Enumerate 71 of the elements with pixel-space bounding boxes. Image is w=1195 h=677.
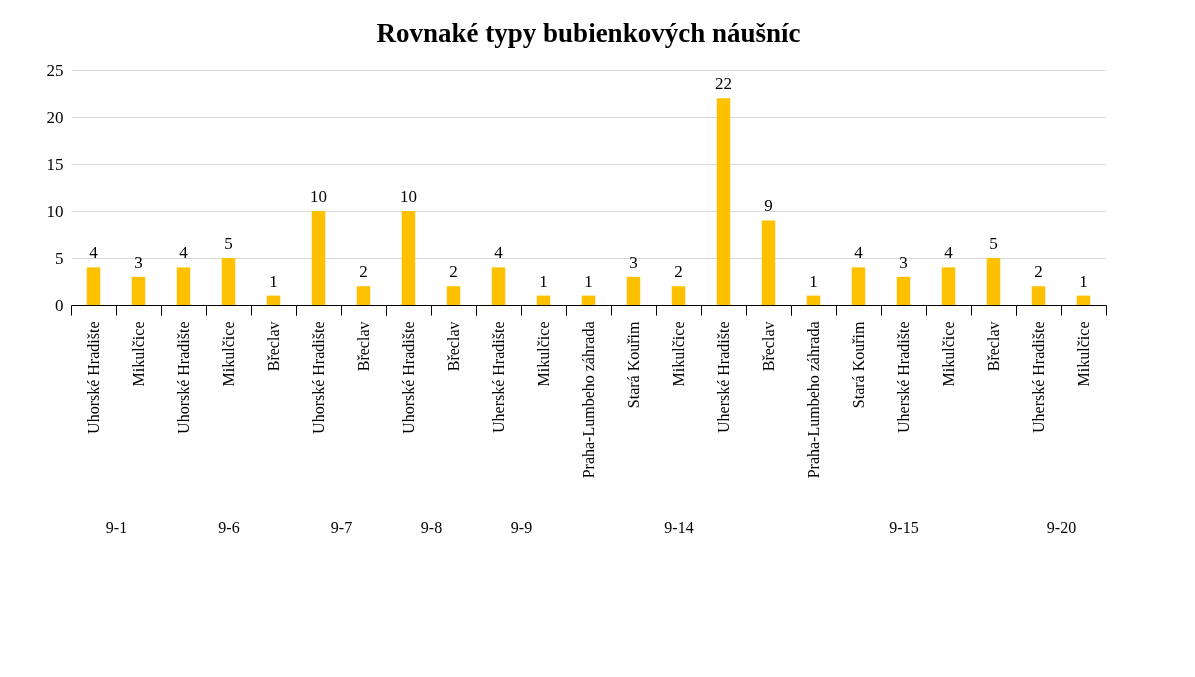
data-label: 22	[715, 74, 732, 94]
x-tick-label: Praha-Lumbeho záhrada	[580, 321, 597, 479]
y-tick-label: 25	[46, 60, 64, 80]
bar	[986, 258, 1001, 305]
x-tick-label: Mikulčice	[130, 321, 147, 387]
bar	[671, 286, 686, 305]
data-label: 1	[1079, 271, 1088, 291]
x-tick-label: Mikulčice	[220, 321, 237, 387]
x-tick-label: Břeclav	[445, 321, 462, 372]
x-axis-title: 9-8	[420, 518, 443, 536]
x-axis-title: 9-14	[664, 518, 694, 536]
data-label: 1	[539, 271, 548, 291]
data-label: 2	[1034, 262, 1043, 282]
x-tick-label: Uhorské Hradište	[85, 321, 102, 434]
x-tick-label: Uhorské Hradište	[175, 321, 192, 434]
x-tick-label: Mikulčice	[535, 321, 552, 387]
bar	[581, 295, 596, 305]
data-label: 9	[764, 196, 773, 216]
y-tick-label: 15	[46, 154, 64, 174]
x-tick-label: Břeclav	[265, 321, 282, 372]
bar	[941, 267, 956, 305]
data-label: 2	[674, 262, 683, 282]
x-tick-label: Mikulčice	[670, 321, 687, 387]
data-label: 10	[400, 187, 417, 206]
x-tick-label: Uherské Hradište	[490, 321, 507, 434]
data-label: 1	[809, 271, 818, 291]
data-label: 1	[269, 271, 278, 291]
x-tick-label: Břeclav	[985, 321, 1002, 372]
x-tick-label: Mikulčice	[1075, 321, 1092, 387]
x-axis-title: 9-20	[1046, 518, 1077, 536]
bar	[761, 220, 776, 305]
data-label: 4	[179, 243, 189, 263]
x-tick-label: Uherské Hradište	[715, 321, 732, 434]
x-tick-label: Uhorské Hradište	[400, 321, 417, 434]
x-axis-title: 9-7	[330, 518, 353, 536]
bar	[851, 267, 866, 305]
data-label: 2	[449, 262, 458, 282]
data-label: 5	[989, 234, 998, 253]
bar	[626, 276, 641, 305]
x-tick-label: Uherské Hradište	[1030, 321, 1047, 434]
y-tick-label: 0	[55, 295, 64, 315]
data-label: 1	[584, 271, 593, 291]
data-label: 2	[359, 262, 368, 282]
y-tick-label: 10	[46, 201, 64, 221]
x-tick-label: Stará Kouřim	[625, 320, 642, 409]
x-tick-label: Břeclav	[355, 321, 372, 372]
x-axis-title: 9-9	[510, 518, 533, 536]
data-label: 4	[89, 243, 99, 263]
data-label: 4	[944, 243, 954, 263]
data-label: 3	[899, 252, 908, 272]
chart-title: Rovnaké typy bubienkových náušníc	[376, 18, 801, 48]
x-tick-label: Uhorské Hradište	[310, 321, 327, 434]
data-label: 5	[224, 234, 233, 253]
x-axis-title: 9-15	[889, 518, 919, 536]
data-label: 3	[134, 252, 143, 272]
x-tick-label: Praha-Lumbeho záhrada	[805, 321, 822, 479]
bar	[896, 276, 911, 305]
bar	[806, 295, 821, 305]
x-tick-label: Uherské Hradište	[895, 321, 912, 434]
x-axis-title: 9-1	[105, 518, 128, 536]
x-tick-label: Stará Kouřim	[850, 320, 867, 409]
data-label: 3	[629, 252, 638, 272]
data-label: 4	[494, 243, 504, 263]
x-tick-label: Břeclav	[760, 321, 777, 372]
data-label: 10	[310, 187, 327, 206]
y-tick-label: 5	[55, 248, 64, 268]
y-tick-label: 20	[46, 107, 64, 127]
data-label: 4	[854, 243, 864, 263]
x-tick-label: Mikulčice	[940, 321, 957, 387]
x-axis-title: 9-6	[218, 518, 240, 536]
bar	[716, 98, 731, 305]
